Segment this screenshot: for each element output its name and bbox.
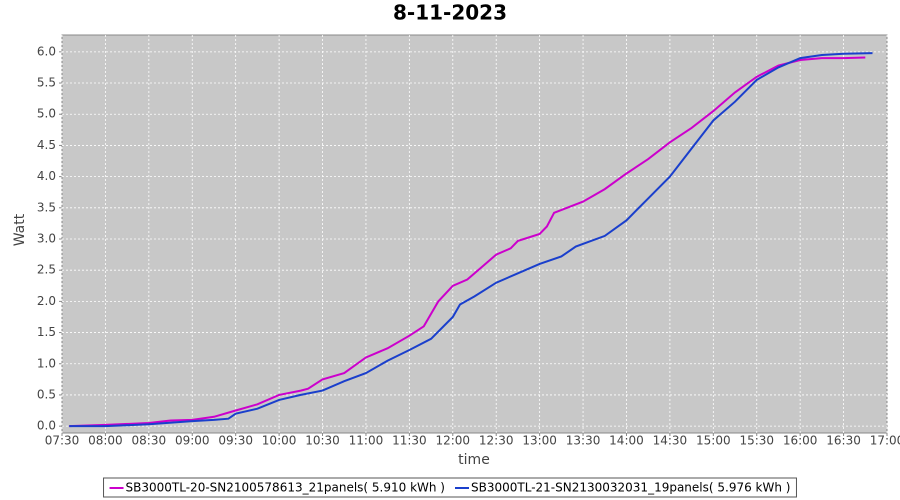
y-tick-label: 5.5 [37, 76, 56, 90]
x-tick-label: 13:00 [522, 434, 557, 448]
y-tick-label: 5.0 [37, 107, 56, 121]
y-tick-label: 1.0 [37, 356, 56, 370]
y-tick-label: 4.5 [37, 138, 56, 152]
series-line [69, 52, 873, 428]
x-tick-label: 13:30 [566, 434, 601, 448]
y-tick-label: 0.0 [37, 419, 56, 433]
x-tick-label: 10:00 [262, 434, 297, 448]
x-tick-label: 08:00 [88, 434, 123, 448]
x-tick-label: 15:30 [739, 434, 774, 448]
x-tick-label: 12:00 [435, 434, 470, 448]
x-tick-label: 08:30 [132, 434, 167, 448]
x-tick-label: 10:30 [305, 434, 340, 448]
legend-text: SB3000TL-21-SN2130032031_19panels( 5.976… [471, 481, 790, 495]
x-tick-label: 09:30 [218, 434, 253, 448]
y-tick-label: 6.0 [37, 44, 56, 58]
y-tick-label: 2.5 [37, 263, 56, 277]
y-tick-label: 1.5 [37, 325, 56, 339]
chart-title: 8-11-2023 [393, 1, 507, 25]
x-tick-label: 16:00 [783, 434, 818, 448]
x-tick-label: 17:00 [870, 434, 900, 448]
y-axis-label: Watt [12, 213, 28, 246]
x-tick-label: 14:30 [653, 434, 688, 448]
x-tick-label: 14:00 [609, 434, 644, 448]
y-tick-label: 0.5 [37, 387, 56, 401]
x-tick-label: 11:30 [392, 434, 427, 448]
x-tick-label: 07:30 [45, 434, 80, 448]
x-tick-label: 12:30 [479, 434, 514, 448]
x-tick-label: 09:00 [175, 434, 210, 448]
x-tick-label: 15:00 [696, 434, 731, 448]
series-line [69, 56, 866, 428]
y-tick-label: 2.0 [37, 294, 56, 308]
x-axis-label: time [458, 452, 490, 468]
y-tick-label: 3.0 [37, 231, 56, 245]
x-tick-label: 11:00 [349, 434, 384, 448]
y-tick-label: 3.5 [37, 200, 56, 214]
legend-box [103, 477, 797, 498]
plot-area [61, 34, 888, 434]
legend-text: SB3000TL-20-SN2100578613_21panels( 5.910… [126, 481, 445, 495]
y-tick-label: 4.0 [37, 169, 56, 183]
x-tick-label: 16:30 [826, 434, 861, 448]
